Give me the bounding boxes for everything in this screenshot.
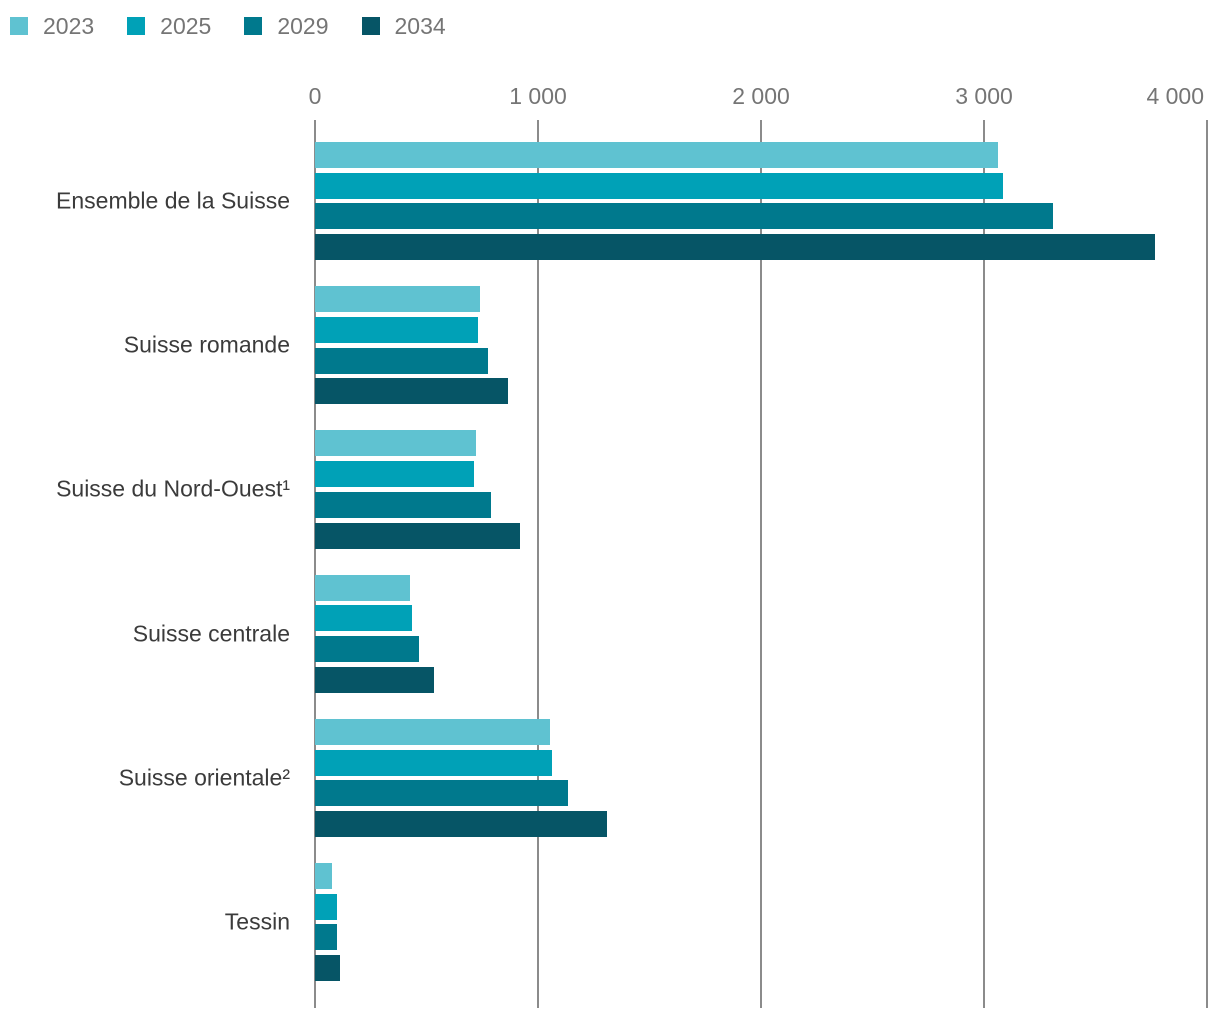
bar-suisse-romande-2034[interactable] [315, 378, 508, 405]
category-label-suisse-du-nord-ouest: Suisse du Nord-Ouest¹ [56, 475, 290, 502]
bar-suisse-orientale-2034[interactable] [315, 810, 608, 837]
legend-item-2029[interactable]: 2029 [244, 12, 329, 40]
x-tick-label-1000: 1 000 [509, 83, 567, 109]
category-label-suisse-centrale: Suisse centrale [132, 620, 290, 647]
bar-suisse-du-nord-ouest-2025[interactable] [315, 461, 475, 488]
category-label-ensemble-de-la-suisse: Ensemble de la Suisse [56, 187, 290, 214]
bar-tessin-2023[interactable] [315, 863, 332, 889]
bar-suisse-orientale-2025[interactable] [315, 749, 553, 776]
bar-suisse-romande-2025[interactable] [315, 316, 478, 343]
legend-item-2025[interactable]: 2025 [127, 12, 211, 40]
bar-suisse-orientale-2029[interactable] [315, 780, 569, 807]
bar-tessin-2029[interactable] [315, 924, 338, 951]
gridline-1000 [537, 120, 539, 1008]
gridline-4000 [1206, 120, 1208, 1008]
legend-swatch-2034 [361, 17, 380, 35]
legend-swatch-2025 [127, 17, 146, 35]
bar-suisse-du-nord-ouest-2034[interactable] [315, 522, 521, 549]
category-label-suisse-romande: Suisse romande [123, 331, 290, 358]
bar-suisse-romande-2029[interactable] [315, 347, 488, 374]
legend: 2023 2025 2029 2034 [10, 12, 479, 40]
legend-label: 2025 [160, 13, 212, 39]
bar-ensemble-de-la-suisse-2025[interactable] [315, 172, 1003, 199]
bar-ensemble-de-la-suisse-2023[interactable] [315, 142, 999, 168]
x-tick-label-0: 0 [308, 83, 322, 109]
gridline-0 [314, 120, 316, 1008]
bar-suisse-du-nord-ouest-2023[interactable] [315, 430, 476, 457]
bar-suisse-orientale-2023[interactable] [315, 718, 551, 745]
x-tick-label-2000: 2 000 [732, 83, 790, 109]
bar-suisse-centrale-2023[interactable] [315, 574, 410, 601]
legend-item-2034[interactable]: 2034 [361, 12, 446, 40]
legend-item-2023[interactable]: 2023 [10, 12, 94, 40]
legend-label: 2029 [277, 13, 329, 39]
legend-label: 2023 [43, 13, 95, 39]
bar-suisse-romande-2023[interactable] [315, 286, 481, 313]
bar-tessin-2025[interactable] [315, 893, 338, 920]
bar-tessin-2034[interactable] [315, 955, 340, 982]
bar-suisse-du-nord-ouest-2029[interactable] [315, 491, 492, 518]
bar-suisse-centrale-2029[interactable] [315, 636, 419, 662]
legend-swatch-2023 [10, 17, 28, 35]
legend-swatch-2029 [244, 17, 263, 35]
bar-ensemble-de-la-suisse-2029[interactable] [315, 203, 1054, 230]
gridline-3000 [983, 120, 985, 1008]
legend-label: 2034 [394, 13, 446, 39]
gridline-2000 [760, 120, 762, 1008]
bar-suisse-centrale-2034[interactable] [315, 666, 435, 693]
bar-suisse-centrale-2025[interactable] [315, 605, 412, 632]
bar-ensemble-de-la-suisse-2034[interactable] [315, 234, 1155, 261]
x-tick-label-3000: 3 000 [955, 83, 1013, 109]
category-label-suisse-orientale: Suisse orientale² [118, 764, 290, 791]
category-label-tessin: Tessin [224, 908, 290, 935]
x-tick-label-4000: 4 000 [1146, 83, 1204, 109]
